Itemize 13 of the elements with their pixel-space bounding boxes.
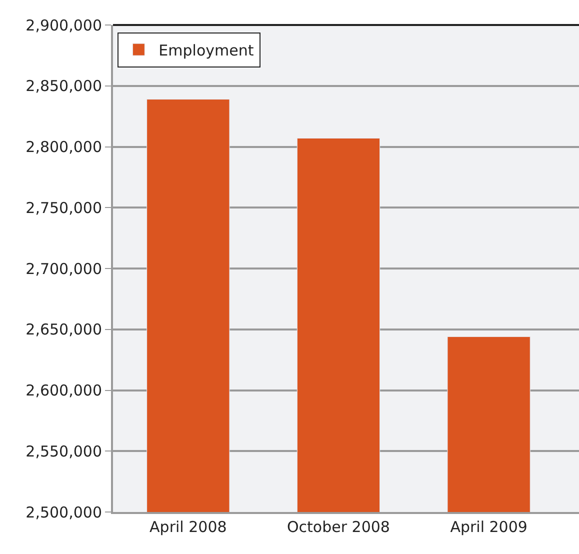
- y-tick-label: 2,600,000: [26, 382, 102, 400]
- y-tick-label: 2,900,000: [26, 16, 102, 34]
- y-tick-label: 2,500,000: [26, 503, 102, 522]
- x-tick-label: April 2009: [450, 518, 528, 536]
- x-tick-label: April 2008: [150, 518, 227, 536]
- legend-label: Employment: [158, 41, 254, 60]
- y-tick-label: 2,850,000: [26, 77, 102, 96]
- y-tick-label: 2,650,000: [26, 320, 102, 339]
- y-tick-label: 2,750,000: [26, 198, 102, 217]
- y-tick-label: 2,550,000: [26, 442, 102, 460]
- y-tick-label: 2,700,000: [26, 260, 102, 278]
- y-tick-label: 2,800,000: [26, 138, 102, 156]
- x-tick-label: October 2008: [286, 518, 390, 536]
